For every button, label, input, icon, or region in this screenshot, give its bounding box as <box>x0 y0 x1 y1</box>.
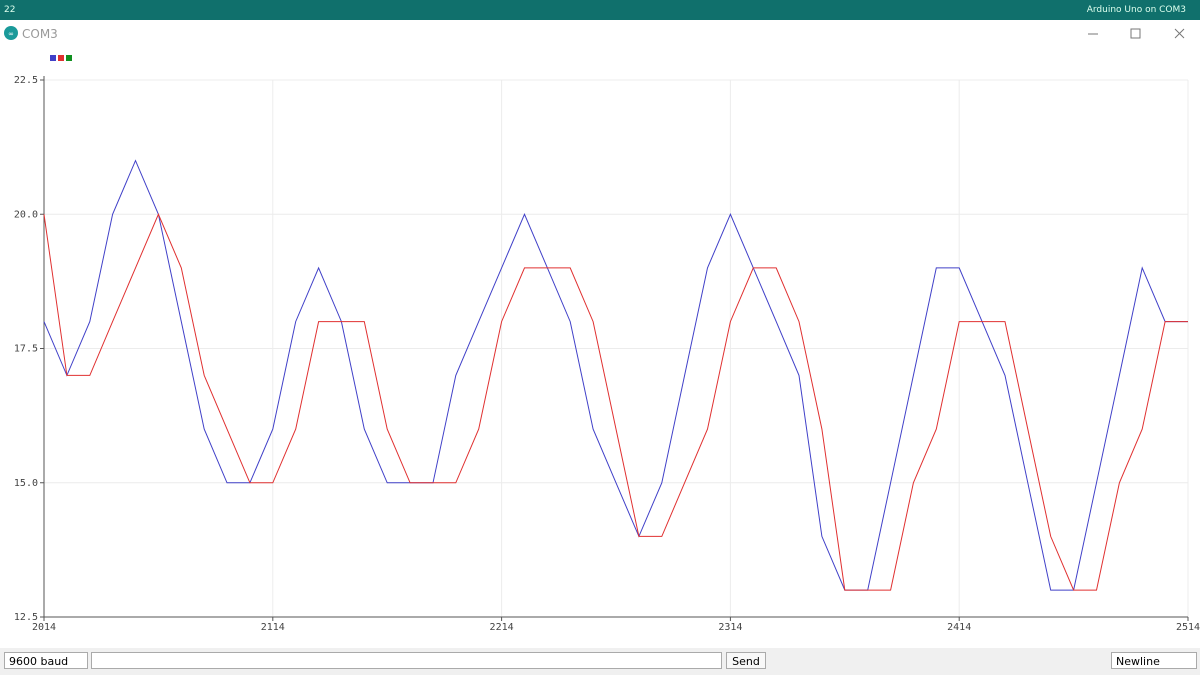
y-tick-label: 12.5 <box>14 612 38 623</box>
window-title: COM3 <box>22 27 58 41</box>
y-tick-label: 22.5 <box>14 75 38 86</box>
y-tick-label: 20.0 <box>14 209 38 220</box>
send-button[interactable]: Send <box>726 652 766 669</box>
taskbar-left: 22 <box>4 5 16 15</box>
x-tick-label: 2214 <box>490 622 514 633</box>
x-tick-label: 2514 <box>1176 622 1200 633</box>
y-tick-label: 17.5 <box>14 344 38 355</box>
x-tick-label: 2114 <box>261 622 285 633</box>
taskbar-right: Arduino Uno on COM3 <box>1086 5 1186 15</box>
window-controls[interactable] <box>1082 24 1192 44</box>
svg-text:∞: ∞ <box>8 30 14 38</box>
x-tick-label: 2014 <box>32 622 56 633</box>
title-bar: ∞ COM3 <box>0 20 1200 46</box>
x-tick-label: 2414 <box>947 622 971 633</box>
series-line <box>43 159 1188 591</box>
legend-swatch <box>50 55 56 61</box>
plot: 12.5 15.0 17.5 20.0 22.5 2014 2114 2214 2314 2414… <box>14 55 1200 633</box>
legend-swatch <box>66 55 72 61</box>
x-tick-label: 2314 <box>718 622 742 633</box>
series-line <box>43 213 1188 591</box>
app-icon: ∞ <box>4 26 18 40</box>
legend-swatch <box>58 55 64 61</box>
taskbar: 22 Arduino Uno on COM3 <box>0 0 1200 20</box>
baud-select[interactable]: 9600 baud <box>4 652 88 669</box>
y-tick-label: 15.0 <box>14 478 38 489</box>
bottom-bar: 9600 baud Send Newline <box>0 648 1200 675</box>
line-ending-select[interactable]: Newline <box>1111 652 1197 669</box>
message-input[interactable] <box>91 652 722 669</box>
